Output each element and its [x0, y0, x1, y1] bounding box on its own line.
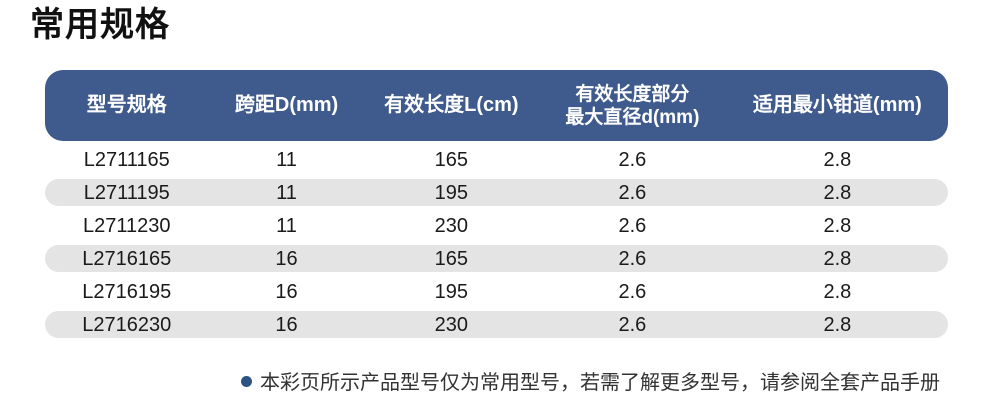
footnote-text: 本彩页所示产品型号仅为常用型号，若需了解更多型号，请参阅全套产品手册	[260, 372, 940, 394]
cell-length-l: 165	[434, 148, 469, 171]
cell-span-d: 16	[275, 313, 298, 336]
header-cell-model: 型号规格	[86, 94, 167, 116]
header-cell-max-d-line1: 有效长度部分	[575, 83, 690, 105]
table-row: L2711230 11 230 2.6 2.8	[45, 209, 948, 242]
cell-length-l: 230	[434, 313, 469, 336]
cell-max-d: 2.6	[618, 214, 647, 237]
cell-min-channel: 2.8	[823, 181, 852, 204]
table-body: L2711165 11 165 2.6 2.8 L2711195 11 195 …	[45, 143, 948, 338]
cell-span-d: 16	[275, 280, 298, 303]
header-cell-length-l: 有效长度L(cm)	[384, 94, 519, 116]
cell-model: L2711165	[83, 148, 170, 171]
cell-model: L2716230	[82, 313, 172, 336]
cell-model: L2711230	[82, 214, 171, 237]
cell-model: L2716165	[82, 247, 172, 270]
table-row: L2711165 11 165 2.6 2.8	[45, 143, 948, 176]
header-cell-min-channel: 适用最小钳道(mm)	[752, 94, 922, 116]
page-title: 常用规格	[30, 6, 170, 44]
cell-min-channel: 2.8	[823, 280, 852, 303]
cell-model: L2711195	[83, 181, 170, 204]
table-row: L2716195 16 195 2.6 2.8	[45, 275, 948, 308]
cell-length-l: 230	[434, 214, 469, 237]
cell-model: L2716195	[82, 280, 172, 303]
cell-min-channel: 2.8	[823, 247, 852, 270]
cell-min-channel: 2.8	[823, 313, 852, 336]
cell-max-d: 2.6	[618, 313, 647, 336]
cell-max-d: 2.6	[618, 181, 647, 204]
table-row: L2711195 11 195 2.6 2.8	[45, 179, 948, 206]
cell-min-channel: 2.8	[823, 214, 852, 237]
cell-length-l: 195	[434, 181, 469, 204]
table-header-row: 型号规格 跨距D(mm) 有效长度L(cm) 有效长度部分 最大直径d(mm) …	[45, 70, 948, 141]
bullet-icon	[241, 376, 252, 387]
spec-table: 型号规格 跨距D(mm) 有效长度L(cm) 有效长度部分 最大直径d(mm) …	[45, 70, 948, 341]
header-cell-span-d: 跨距D(mm)	[234, 94, 339, 116]
cell-span-d: 11	[276, 214, 297, 237]
table-row: L2716165 16 165 2.6 2.8	[45, 245, 948, 272]
footnote: 本彩页所示产品型号仅为常用型号，若需了解更多型号，请参阅全套产品手册	[45, 366, 940, 395]
cell-span-d: 11	[276, 181, 297, 204]
cell-min-channel: 2.8	[823, 148, 852, 171]
cell-span-d: 11	[276, 148, 297, 171]
header-cell-max-d-line2: 最大直径d(mm)	[565, 106, 700, 128]
cell-max-d: 2.6	[618, 148, 647, 171]
cell-span-d: 16	[275, 247, 298, 270]
cell-max-d: 2.6	[618, 280, 647, 303]
cell-length-l: 195	[434, 280, 469, 303]
header-cell-max-d: 有效长度部分 最大直径d(mm)	[538, 83, 727, 129]
cell-max-d: 2.6	[618, 247, 647, 270]
cell-length-l: 165	[434, 247, 469, 270]
table-row: L2716230 16 230 2.6 2.8	[45, 311, 948, 338]
